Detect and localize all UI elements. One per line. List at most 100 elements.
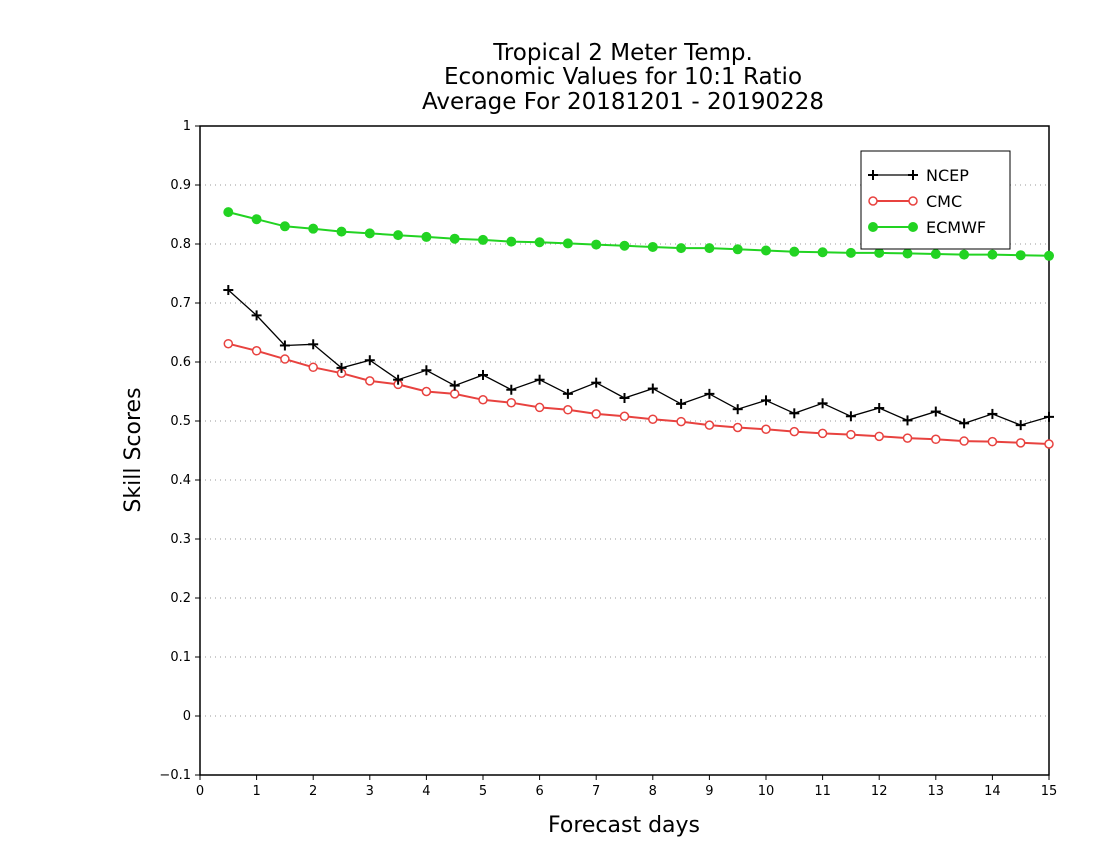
- legend-entry-ecmwf: ECMWF: [868, 218, 986, 237]
- data-point-ncep: [1044, 411, 1054, 422]
- grid-lines: [200, 184, 1049, 717]
- x-tick-label: 14: [984, 784, 1001, 799]
- x-axis-label: Forecast days: [548, 813, 700, 838]
- data-point-ncep: [562, 388, 573, 399]
- data-point-ecmwf: [421, 231, 432, 242]
- y-tick-label: 0.4: [170, 473, 191, 488]
- x-tick-label: 11: [814, 784, 831, 799]
- x-tick-label: 0: [196, 784, 204, 799]
- data-point-ecmwf: [534, 237, 545, 248]
- data-point-ecmwf: [308, 223, 319, 234]
- chart-title-line-3: Average For 20181201 - 20190228: [422, 89, 824, 115]
- data-point-ncep: [364, 355, 375, 366]
- data-point-cmc: [591, 409, 601, 419]
- data-point-ecmwf: [676, 243, 687, 254]
- data-point-ecmwf: [251, 214, 262, 225]
- data-point-ncep: [449, 380, 460, 391]
- data-point-ecmwf: [704, 243, 715, 254]
- y-tick-label: 0.6: [170, 355, 191, 370]
- x-tick-label: 10: [758, 784, 775, 799]
- legend-marker-ecmwf: [908, 222, 918, 232]
- x-tick-label: 13: [928, 784, 945, 799]
- x-tick-label: 1: [252, 784, 260, 799]
- data-point-cmc: [1015, 438, 1026, 448]
- data-point-ecmwf: [902, 248, 913, 259]
- legend-entry-cmc: CMC: [868, 192, 962, 211]
- data-point-cmc: [902, 433, 913, 443]
- data-point-ncep: [789, 408, 800, 419]
- y-tick-label: 0.8: [170, 237, 191, 252]
- data-point-cmc: [789, 426, 800, 437]
- chart-title-line-2: Economic Values for 10:1 Ratio: [444, 64, 802, 90]
- legend-marker-ncep: [868, 170, 878, 180]
- x-tick-label: 9: [705, 784, 713, 799]
- data-point-ecmwf: [987, 249, 998, 260]
- legend: NCEP CMC ECMWF: [860, 150, 1011, 250]
- data-point-ecmwf: [845, 247, 856, 258]
- data-point-ecmwf: [1015, 250, 1026, 261]
- data-point-ncep: [959, 418, 970, 429]
- y-tick-label: 0.5: [170, 414, 191, 429]
- series-layer: [223, 207, 1054, 449]
- data-point-ncep: [393, 374, 404, 385]
- legend-label-ncep: NCEP: [926, 166, 969, 185]
- data-point-ncep: [506, 384, 517, 395]
- data-point-cmc: [959, 436, 969, 446]
- data-point-cmc: [1044, 439, 1054, 449]
- data-point-cmc: [987, 436, 998, 447]
- data-point-cmc: [449, 389, 460, 399]
- data-point-cmc: [619, 411, 630, 422]
- x-tick-label: 5: [479, 784, 487, 799]
- data-point-ecmwf: [930, 249, 941, 260]
- data-point-ecmwf: [336, 226, 347, 237]
- data-point-ecmwf: [279, 221, 290, 232]
- data-point-cmc: [365, 376, 375, 386]
- data-point-ecmwf: [959, 249, 970, 260]
- data-point-ecmwf: [1044, 250, 1054, 261]
- data-point-ecmwf: [364, 228, 375, 239]
- data-point-ncep: [223, 285, 234, 296]
- data-point-ncep: [930, 406, 941, 417]
- legend-entry-ncep: NCEP: [868, 166, 969, 185]
- data-point-cmc: [846, 429, 856, 440]
- data-point-ecmwf: [478, 234, 488, 245]
- data-point-ncep: [902, 415, 913, 426]
- y-tick-label: −0.1: [159, 768, 191, 783]
- legend-marker-ncep: [908, 170, 918, 180]
- y-tick-label: 0.2: [170, 591, 191, 606]
- data-point-cmc: [308, 362, 318, 373]
- y-tick-label: 0.9: [170, 178, 191, 193]
- y-tick-label: 0: [183, 709, 191, 724]
- data-point-ncep: [591, 377, 602, 388]
- data-point-cmc: [506, 397, 517, 408]
- data-point-ncep: [308, 339, 319, 350]
- data-point-cmc: [421, 386, 432, 397]
- series-ecmwf: [223, 207, 1054, 261]
- data-point-cmc: [534, 402, 545, 413]
- x-tick-label: 15: [1041, 784, 1058, 799]
- data-point-ncep: [676, 398, 687, 409]
- data-point-ncep: [761, 395, 771, 406]
- x-tick-label: 6: [535, 784, 543, 799]
- data-point-cmc: [676, 416, 686, 427]
- data-point-ncep: [251, 310, 262, 321]
- x-tick-label: 8: [649, 784, 657, 799]
- legend-label-cmc: CMC: [926, 192, 962, 211]
- legend-marker-cmc: [868, 196, 878, 206]
- y-tick-label: 0.1: [170, 650, 191, 665]
- legend-marker-cmc: [908, 196, 918, 206]
- data-point-ncep: [817, 398, 828, 409]
- plot-frame: [199, 125, 1050, 776]
- data-point-cmc: [280, 354, 290, 364]
- x-tick-label: 2: [309, 784, 317, 799]
- data-point-ecmwf: [874, 247, 885, 258]
- x-tick-label: 7: [592, 784, 600, 799]
- data-point-cmc: [931, 434, 941, 445]
- data-point-ecmwf: [223, 207, 234, 218]
- data-point-ecmwf: [647, 241, 658, 252]
- data-point-ncep: [534, 374, 545, 385]
- axis-ticks: −0.100.10.20.30.40.50.60.70.80.910 1 2 3 4 5 6…: [159, 119, 1057, 799]
- data-point-cmc: [704, 420, 715, 430]
- data-point-ncep: [619, 392, 630, 403]
